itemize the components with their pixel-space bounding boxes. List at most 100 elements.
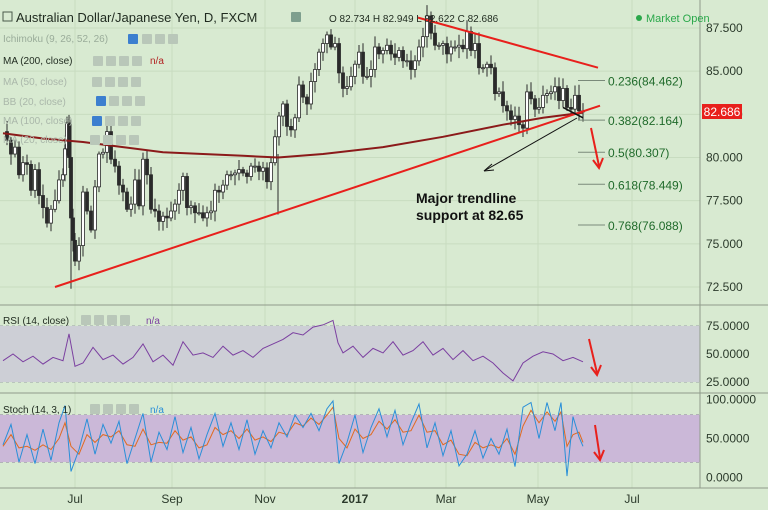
candle-body	[485, 63, 489, 69]
candle-body	[481, 67, 485, 70]
candle-body	[521, 124, 525, 129]
candle-body	[349, 75, 353, 88]
rsi-buttons[interactable]	[81, 315, 130, 325]
candle-body	[321, 43, 325, 53]
stoch-tick-label: 100.0000	[706, 392, 756, 406]
candle-body	[201, 212, 205, 219]
rsi-tick-label: 75.0000	[706, 319, 750, 333]
candle-body	[129, 203, 133, 210]
trendline	[54, 104, 601, 288]
faded-indicator-4[interactable]: MA (20, close)	[3, 135, 67, 146]
candle-body	[85, 191, 89, 212]
candle-body	[209, 210, 213, 214]
candle-body	[185, 176, 189, 208]
candle-body	[373, 46, 377, 70]
candle-body	[97, 153, 101, 188]
candle-body	[513, 115, 517, 120]
candle-body	[141, 158, 145, 207]
candle-body	[63, 148, 67, 176]
collapse-icon[interactable]	[2, 11, 13, 22]
candle-body	[505, 105, 509, 112]
ichimoku-buttons[interactable]	[128, 34, 178, 44]
time-tick-label: Mar	[436, 492, 457, 506]
fib-labels: 0.236(84.462) 0.382(82.164) 0.5(80.307) 0.6…	[578, 74, 683, 233]
stoch-k-line	[2, 399, 584, 477]
price-tick-label: 85.000	[706, 64, 743, 78]
candle-body	[437, 44, 441, 47]
candle-body	[5, 131, 9, 141]
candle-body	[137, 179, 141, 207]
candle-body	[117, 165, 121, 186]
fib-label: 0.5(80.307)	[608, 146, 669, 160]
candle-body	[57, 179, 61, 202]
candle-body	[397, 50, 401, 58]
candle-body	[361, 51, 365, 77]
candle-body	[501, 91, 505, 107]
candle-body	[225, 174, 229, 186]
candle-body	[9, 139, 13, 155]
candle-body	[537, 107, 541, 110]
candle-body	[533, 98, 537, 110]
time-tick-label: 2017	[342, 492, 369, 506]
stoch-value: n/a	[150, 405, 164, 416]
candle-body	[409, 60, 413, 70]
candle-body	[197, 212, 201, 215]
down-arrow-rsi-icon	[588, 338, 602, 378]
candle-body	[541, 94, 545, 108]
stoch-tick-label: 50.0000	[706, 432, 750, 446]
candle-body	[445, 43, 449, 55]
candle-body	[73, 239, 77, 262]
candle-body	[465, 31, 469, 50]
candle-body	[365, 75, 369, 78]
candle-body	[333, 43, 337, 48]
candle-body	[177, 189, 181, 205]
candle-body	[525, 91, 529, 129]
price-tick-label: 87.500	[706, 21, 743, 35]
candle-body	[345, 86, 349, 89]
candle-body	[49, 208, 53, 224]
candle-body	[17, 146, 21, 176]
candle-body	[253, 165, 257, 168]
candle-body	[37, 169, 41, 196]
candle-body	[493, 67, 497, 95]
stoch-label[interactable]: Stoch (14, 3, 1)	[3, 405, 71, 416]
candle-body	[81, 191, 85, 246]
candle-body	[133, 179, 137, 205]
ma200-label[interactable]: MA (200, close)	[3, 56, 72, 67]
candle-body	[561, 88, 565, 101]
candle-body	[401, 50, 405, 62]
stoch-band	[0, 415, 700, 462]
candle-body	[233, 172, 237, 176]
down-arrow-stoch-icon	[593, 424, 605, 463]
time-tick-label: May	[527, 492, 550, 506]
ichimoku-label[interactable]: Ichimoku (9, 26, 52, 26)	[3, 34, 108, 45]
faded-indicator-1[interactable]: MA (50, close)	[3, 77, 67, 88]
candle-body	[457, 44, 461, 48]
candle-body	[553, 86, 557, 93]
faded-indicator-2[interactable]: BB (20, close)	[3, 97, 66, 108]
annotation-arrow-head	[483, 163, 495, 172]
candle-body	[237, 169, 241, 174]
title-settings-icon[interactable]	[291, 12, 301, 22]
rsi-label[interactable]: RSI (14, close)	[3, 316, 69, 327]
stoch-buttons[interactable]	[90, 404, 139, 414]
rsi-value: n/a	[146, 316, 160, 327]
chart-title: Australian Dollar/Japanese Yen, D, FXCM	[16, 10, 257, 25]
faded-indicator-3[interactable]: MA (100, close)	[3, 116, 72, 127]
candle-body	[173, 203, 177, 212]
price-tick-label: 72.500	[706, 280, 743, 294]
candle-body	[145, 158, 149, 176]
candle-body	[229, 174, 233, 177]
faded-indicator-buttons[interactable]	[90, 77, 145, 145]
candle-body	[529, 91, 533, 100]
candle-body	[305, 96, 309, 105]
candle-body	[71, 217, 75, 241]
candle-body	[557, 86, 561, 101]
candle-body	[577, 94, 581, 112]
candle-body	[309, 81, 313, 105]
candle-body	[497, 91, 501, 95]
candle-body	[157, 210, 161, 222]
candle-body	[461, 44, 465, 50]
ma200-buttons[interactable]	[93, 56, 142, 66]
